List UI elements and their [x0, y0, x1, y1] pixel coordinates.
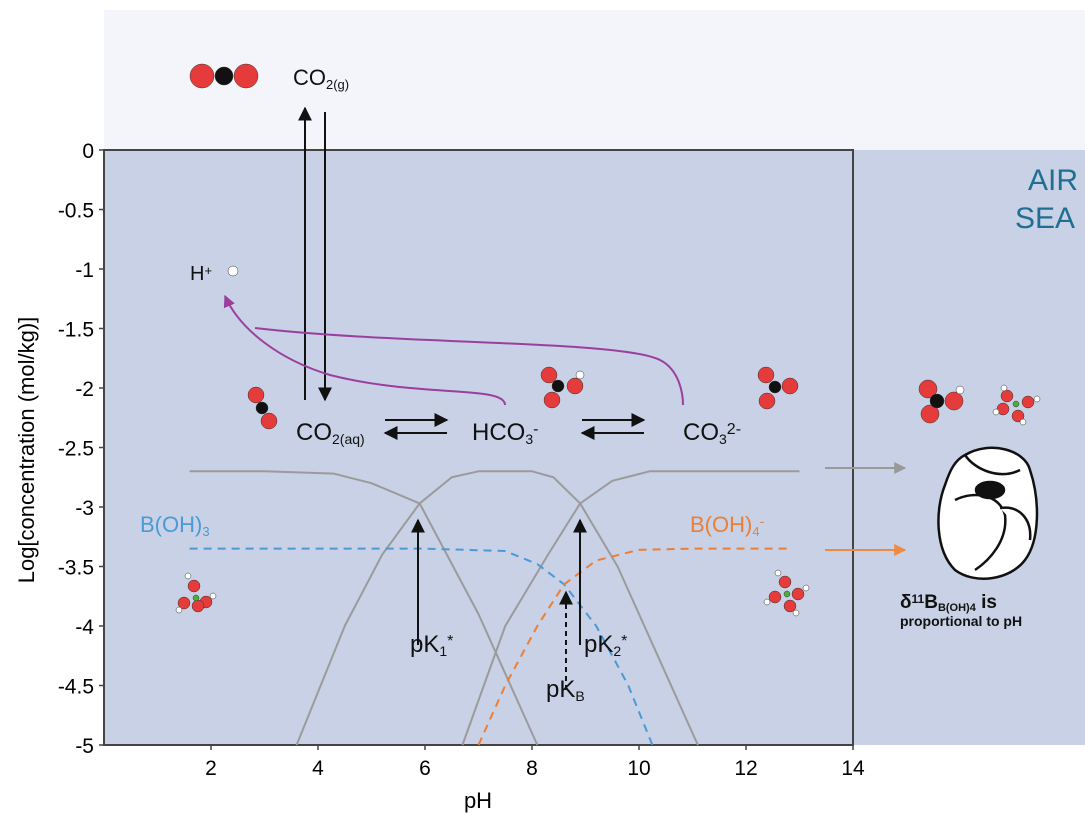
annotation: AIR: [1028, 164, 1078, 197]
x-tick-label: 6: [419, 757, 431, 780]
x-tick-label: 4: [312, 757, 324, 780]
x-tick-label: 10: [627, 757, 650, 780]
annotation-part: H: [190, 263, 204, 285]
annotation-part: 3: [719, 431, 727, 447]
annotation-part: 3: [202, 524, 209, 539]
annotation-part: proportional to pH: [900, 613, 1022, 629]
x-tick-label: 2: [205, 757, 217, 780]
y-tick-label: -2: [75, 378, 94, 401]
annotation-part: 1: [439, 643, 447, 659]
annotation-part: δ: [900, 592, 912, 613]
chart: CO2(g)H+CO2(aq)HCO3-CO32-B(OH)3B(OH)4-pK…: [0, 0, 1085, 815]
annotation: pK1*: [410, 631, 453, 659]
annotation-part: HCO: [472, 419, 525, 446]
annotation-part: +: [204, 263, 212, 278]
annotation-part: 2: [613, 643, 621, 659]
annotation-part: B: [575, 688, 584, 704]
y-tick-label: 0: [82, 140, 94, 163]
annotation-part: CO: [293, 65, 326, 90]
annotation-part: *: [621, 633, 627, 650]
annotation: pK2*: [584, 631, 627, 659]
y-axis-label: Log[concentration (mol/kg)]: [14, 317, 39, 584]
annotation-part: SEA: [1015, 202, 1075, 235]
annotation-part: AIR: [1028, 164, 1078, 197]
annotation-part: B(OH): [690, 512, 752, 537]
x-tick-label: 12: [734, 757, 757, 780]
annotation-part: -: [760, 513, 765, 529]
annotation-part: 2(g): [326, 77, 349, 92]
annotation: proportional to pH: [900, 613, 1022, 629]
annotation-part: *: [447, 633, 453, 650]
annotation-part: 2(aq): [332, 431, 365, 447]
y-tick-label: -2.5: [58, 438, 94, 461]
y-tick-label: -3: [75, 497, 94, 520]
annotation-part: 4: [752, 524, 759, 539]
annotation: SEA: [1015, 202, 1075, 235]
x-tick-label: 8: [526, 757, 538, 780]
y-tick-label: -1.5: [58, 319, 94, 342]
y-tick-label: -5: [75, 735, 94, 758]
annotation-part: CO: [683, 419, 719, 446]
annotation-part: CO: [296, 419, 332, 446]
x-axis-label: pH: [464, 788, 492, 813]
annotation-part: -: [533, 421, 538, 438]
annotation-part: 3: [525, 431, 533, 447]
annotation-part: is: [976, 592, 997, 613]
foraminifera: [938, 448, 1037, 579]
annotation-part: 2-: [727, 421, 741, 438]
annotation-part: B(OH): [140, 512, 202, 537]
x-tick-label: 14: [841, 757, 865, 780]
y-tick-label: -0.5: [58, 200, 94, 223]
annotation-part: 11: [912, 592, 925, 606]
y-tick-label: -1: [75, 259, 94, 282]
annotation-part: B: [924, 592, 938, 613]
y-tick-label: -3.5: [58, 557, 94, 580]
annotation-part: pK: [584, 631, 613, 658]
annotation: B(OH)3: [140, 512, 210, 539]
annotation-part: pK: [410, 631, 439, 658]
y-tick-label: -4.5: [58, 676, 94, 699]
annotation-part: pK: [546, 676, 575, 703]
y-tick-label: -4: [75, 616, 94, 639]
